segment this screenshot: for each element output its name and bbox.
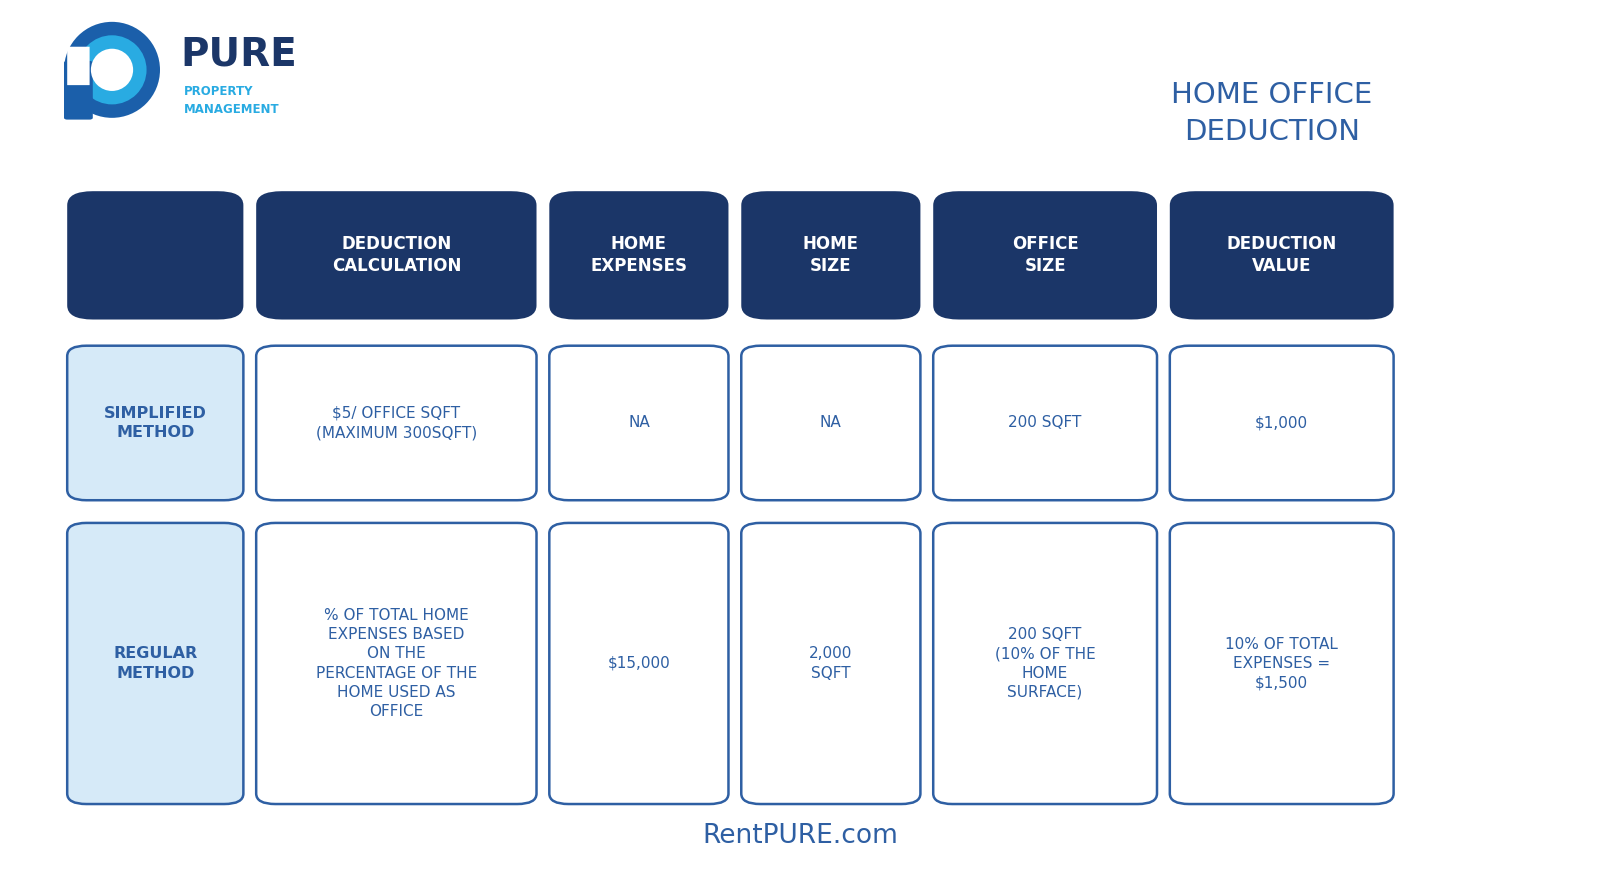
Text: PURE: PURE xyxy=(181,36,298,74)
Text: NA: NA xyxy=(629,416,650,430)
FancyBboxPatch shape xyxy=(549,191,728,320)
FancyBboxPatch shape xyxy=(549,346,728,500)
FancyBboxPatch shape xyxy=(1170,191,1394,320)
Text: HOME
EXPENSES: HOME EXPENSES xyxy=(590,235,688,276)
Text: RentPURE.com: RentPURE.com xyxy=(702,823,898,849)
FancyBboxPatch shape xyxy=(256,523,536,804)
Ellipse shape xyxy=(91,49,133,91)
Text: SIMPLIFIED
METHOD: SIMPLIFIED METHOD xyxy=(104,406,206,440)
Ellipse shape xyxy=(64,22,160,118)
Text: $15,000: $15,000 xyxy=(608,656,670,671)
Text: 10% OF TOTAL
EXPENSES =
$1,500: 10% OF TOTAL EXPENSES = $1,500 xyxy=(1226,636,1338,691)
Text: $1,000: $1,000 xyxy=(1254,416,1309,430)
FancyBboxPatch shape xyxy=(64,61,93,120)
FancyBboxPatch shape xyxy=(67,523,243,804)
Text: 200 SQFT
(10% OF THE
HOME
SURFACE): 200 SQFT (10% OF THE HOME SURFACE) xyxy=(995,627,1096,700)
Ellipse shape xyxy=(77,35,147,105)
Text: $5/ OFFICE SQFT
(MAXIMUM 300SQFT): $5/ OFFICE SQFT (MAXIMUM 300SQFT) xyxy=(315,406,477,440)
Text: NA: NA xyxy=(819,416,842,430)
Text: OFFICE
SIZE: OFFICE SIZE xyxy=(1011,235,1078,276)
Text: 200 SQFT: 200 SQFT xyxy=(1008,416,1082,430)
Text: REGULAR
METHOD: REGULAR METHOD xyxy=(114,646,197,681)
FancyBboxPatch shape xyxy=(1170,346,1394,500)
FancyBboxPatch shape xyxy=(256,346,536,500)
FancyBboxPatch shape xyxy=(741,346,920,500)
FancyBboxPatch shape xyxy=(256,191,536,320)
FancyBboxPatch shape xyxy=(549,523,728,804)
Text: % OF TOTAL HOME
EXPENSES BASED
ON THE
PERCENTAGE OF THE
HOME USED AS
OFFICE: % OF TOTAL HOME EXPENSES BASED ON THE PE… xyxy=(315,608,477,719)
FancyBboxPatch shape xyxy=(67,191,243,320)
FancyBboxPatch shape xyxy=(1170,523,1394,804)
FancyBboxPatch shape xyxy=(933,346,1157,500)
FancyBboxPatch shape xyxy=(933,523,1157,804)
FancyBboxPatch shape xyxy=(67,346,243,500)
FancyBboxPatch shape xyxy=(741,191,920,320)
FancyBboxPatch shape xyxy=(741,523,920,804)
Text: PROPERTY
MANAGEMENT: PROPERTY MANAGEMENT xyxy=(184,85,280,116)
Text: HOME
SIZE: HOME SIZE xyxy=(803,235,859,276)
FancyBboxPatch shape xyxy=(933,191,1157,320)
FancyBboxPatch shape xyxy=(67,47,90,86)
Text: DEDUCTION
CALCULATION: DEDUCTION CALCULATION xyxy=(331,235,461,276)
Text: HOME OFFICE
DEDUCTION: HOME OFFICE DEDUCTION xyxy=(1171,81,1373,146)
Text: 2,000
SQFT: 2,000 SQFT xyxy=(810,646,853,681)
Text: DEDUCTION
VALUE: DEDUCTION VALUE xyxy=(1227,235,1338,276)
